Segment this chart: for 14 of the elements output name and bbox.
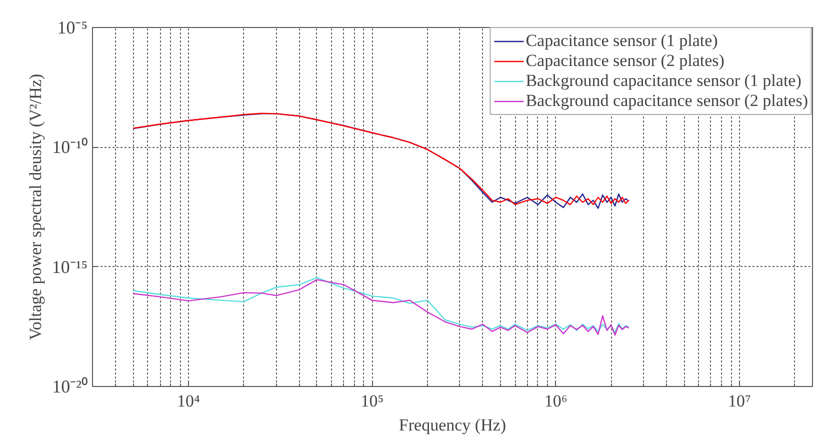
y-tick-label: 10⁻²⁰ bbox=[52, 376, 88, 396]
x-tick-label: 10⁷ bbox=[728, 392, 751, 410]
x-tick-label: 10⁴ bbox=[177, 392, 200, 410]
x-axis-title: Frequency (Hz) bbox=[398, 416, 506, 434]
x-tick-label: 10⁵ bbox=[360, 392, 384, 410]
legend-label: Background capacitance sensor (1 plate) bbox=[526, 71, 802, 91]
legend-label: Capacitance sensor (1 plate) bbox=[526, 31, 718, 51]
y-tick-label: 10⁻¹⁰ bbox=[52, 137, 88, 158]
y-tick-label: 10⁻¹⁵ bbox=[52, 256, 88, 277]
y-tick-label: 10⁻⁵ bbox=[57, 18, 88, 38]
legend-label: Capacitance sensor (2 plates) bbox=[526, 51, 724, 71]
y-axis-title: Voltage power spectral deusity (V²/Hz) bbox=[26, 74, 45, 340]
legend-label: Background capacitance sensor (2 plates) bbox=[526, 91, 808, 111]
x-tick-label: 10⁶ bbox=[544, 392, 568, 410]
